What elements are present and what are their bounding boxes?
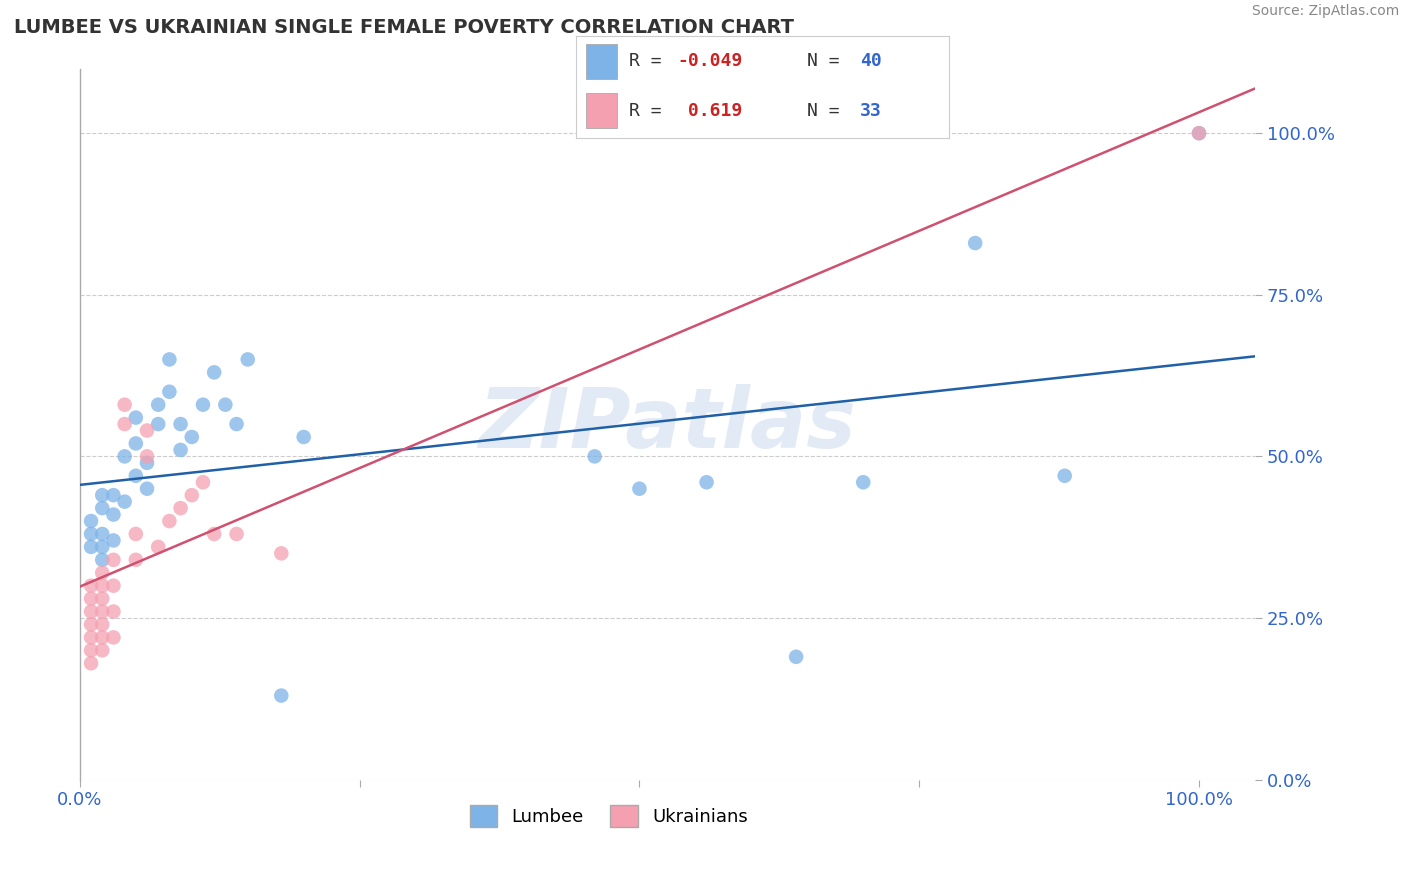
Point (628, 482, 651, 496)
Point (785, 649, 807, 664)
Point (80, 514, 103, 528)
Point (202, 527, 225, 541)
Point (157, 514, 180, 528)
FancyBboxPatch shape (586, 93, 617, 128)
Point (270, 546, 292, 560)
Point (214, 398, 236, 412)
Point (91, 553, 114, 567)
Point (157, 352, 180, 367)
Point (80, 591, 103, 606)
Point (103, 605, 125, 619)
Point (1188, 126, 1211, 140)
Point (169, 442, 191, 457)
Text: 33: 33 (859, 102, 882, 120)
Point (103, 508, 125, 522)
Text: -0.049: -0.049 (678, 53, 742, 70)
Point (136, 450, 159, 464)
Point (91, 617, 114, 632)
Point (91, 527, 114, 541)
Point (80, 605, 103, 619)
Point (136, 482, 159, 496)
Point (225, 417, 247, 431)
Text: Source: ZipAtlas.com: Source: ZipAtlas.com (1251, 4, 1399, 19)
Point (103, 533, 125, 548)
Point (965, 235, 987, 250)
Point (125, 436, 148, 450)
Point (80, 631, 103, 645)
Point (148, 398, 170, 412)
Point (80, 643, 103, 657)
Point (91, 566, 114, 580)
Point (191, 475, 214, 490)
Point (696, 475, 718, 490)
Text: N =: N = (807, 53, 851, 70)
Point (236, 352, 259, 367)
Text: 40: 40 (859, 53, 882, 70)
Text: ZIPatlas: ZIPatlas (478, 384, 856, 465)
Point (270, 689, 292, 703)
Point (148, 417, 170, 431)
Text: LUMBEE VS UKRAINIAN SINGLE FEMALE POVERTY CORRELATION CHART: LUMBEE VS UKRAINIAN SINGLE FEMALE POVERT… (14, 18, 794, 37)
Point (91, 501, 114, 516)
Point (80, 617, 103, 632)
Point (80, 540, 103, 554)
Text: 0.619: 0.619 (678, 102, 742, 120)
Point (103, 488, 125, 502)
Point (80, 527, 103, 541)
Point (114, 417, 136, 431)
Point (125, 553, 148, 567)
Point (169, 417, 191, 431)
Point (169, 501, 191, 516)
Point (125, 468, 148, 483)
Point (91, 540, 114, 554)
Point (191, 398, 214, 412)
Point (80, 579, 103, 593)
Point (157, 384, 180, 399)
Point (852, 475, 875, 490)
Point (103, 579, 125, 593)
Point (1188, 126, 1211, 140)
Point (583, 450, 606, 464)
Text: R =: R = (628, 53, 672, 70)
Point (148, 540, 170, 554)
Text: N =: N = (807, 102, 851, 120)
Point (1053, 468, 1076, 483)
Point (136, 456, 159, 470)
Point (103, 553, 125, 567)
Point (125, 410, 148, 425)
Point (91, 631, 114, 645)
Point (292, 430, 315, 444)
Point (114, 398, 136, 412)
Point (91, 591, 114, 606)
Point (80, 657, 103, 671)
FancyBboxPatch shape (586, 44, 617, 78)
Point (125, 527, 148, 541)
Point (136, 424, 159, 438)
Legend: Lumbee, Ukrainians: Lumbee, Ukrainians (463, 798, 755, 835)
Point (225, 527, 247, 541)
Text: R =: R = (628, 102, 672, 120)
Point (91, 643, 114, 657)
Point (91, 605, 114, 619)
Point (180, 430, 202, 444)
Point (202, 365, 225, 379)
Point (114, 494, 136, 508)
Point (91, 579, 114, 593)
Point (103, 631, 125, 645)
Point (180, 488, 202, 502)
Point (114, 450, 136, 464)
Point (91, 488, 114, 502)
